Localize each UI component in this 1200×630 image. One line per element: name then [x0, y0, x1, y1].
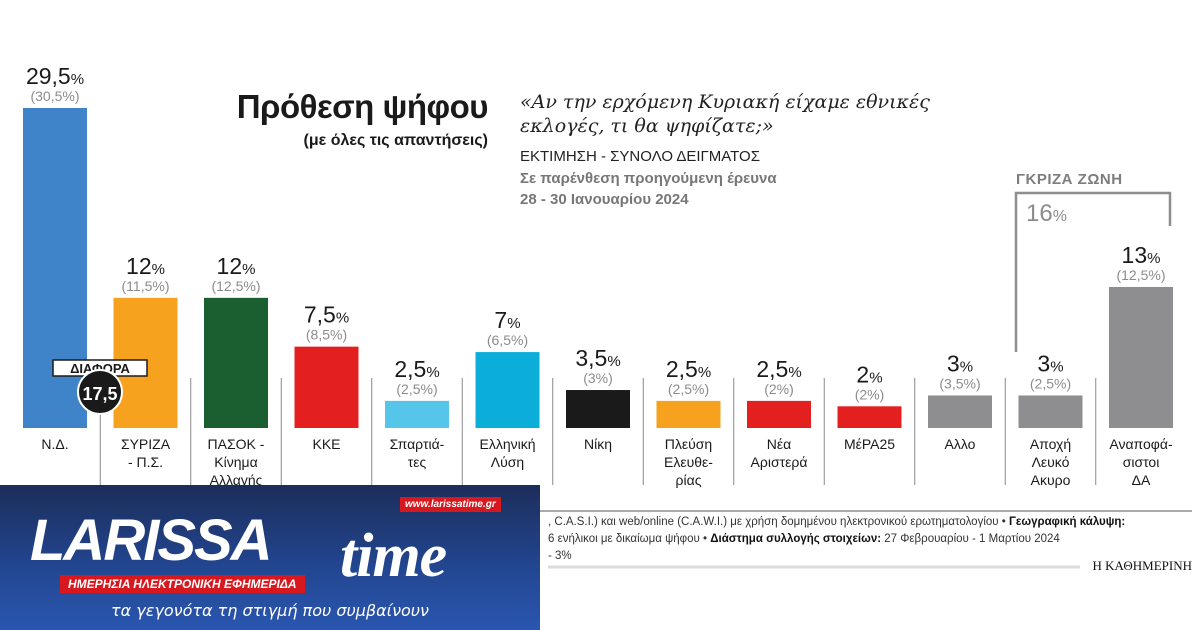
previous-value-label: (2%): [764, 381, 794, 397]
footer-line-2-text: 6 ενήλικοι με δικαίωμα ψήφου •: [548, 533, 711, 545]
previous-value-label: (12,5%): [1116, 267, 1165, 283]
previous-value-label: (8,5%): [306, 327, 347, 343]
previous-value-label: (2%): [855, 386, 885, 402]
category-label: Νίκη: [584, 436, 612, 452]
value-label: 3,5%: [575, 345, 620, 371]
difference-circle: [77, 369, 123, 415]
category-separators: [99, 378, 1097, 485]
previous-value-label: (2,5%): [1030, 375, 1071, 391]
footer-line-1-bold: Γεωγραφική κάλυψη:: [1009, 516, 1126, 528]
larissatime-banner[interactable]: LARISSA time www.larissatime.gr ΗΜΕΡΗΣΙΑ…: [0, 485, 540, 630]
value-label: 2,5%: [756, 356, 801, 382]
methodology-footer: , C.A.S.I.) και web/online (C.A.W.I.) με…: [548, 514, 1192, 565]
bar: [837, 406, 902, 428]
brand-url[interactable]: www.larissatime.gr: [400, 497, 501, 512]
grey-zone-label: ΓΚΡΙΖΑ ΖΩΝΗ: [1016, 171, 1123, 188]
previous-value-label: (2,5%): [668, 381, 709, 397]
bar: [294, 346, 359, 428]
category-label: ΜέΡΑ25: [844, 436, 895, 452]
category-label: ΣΥΡΙΖΑ: [121, 436, 171, 452]
value-label: 13%: [1122, 242, 1161, 268]
previous-value-labels: (30,5%) (11,5%) (12,5%) (8,5%) (2,5%) (6,5%) (…: [30, 88, 1165, 402]
category-labels: Ν.Δ. ΣΥΡΙΖΑ - Π.Σ. ΠΑΣΟΚ - Κίνημα Αλλαγής ΚΚΕ Σ…: [41, 436, 1173, 488]
previous-value-label: (3,5%): [939, 375, 980, 391]
footer-line-2: 6 ενήλικοι με δικαίωμα ψήφου • Διάστημα …: [548, 531, 1192, 548]
previous-survey-dates: 28 - 30 Ιανουαρίου 2024: [520, 191, 689, 208]
bar: [566, 390, 630, 428]
bar: [928, 395, 992, 428]
category-label: - Π.Σ.: [128, 454, 163, 470]
brand-logo-time: time: [340, 522, 447, 590]
bar: [23, 108, 87, 428]
value-label: 2%: [856, 361, 882, 387]
value-label: 7%: [494, 307, 520, 333]
bar: [385, 400, 449, 428]
category-label: τες: [408, 454, 427, 470]
category-label: ΔΑ: [1132, 472, 1151, 488]
previous-survey-note: Σε παρένθεση προηγούμενη έρευνα: [520, 170, 777, 187]
footer-line-3: - 3%: [548, 550, 572, 562]
survey-question: «Αν την ερχόμενη Κυριακή είχαμε εθνικές …: [520, 91, 930, 137]
category-label: Σπαρτιά-: [390, 436, 445, 452]
category-label: ΠΑΣΟΚ -: [208, 436, 265, 452]
category-label: ρίας: [676, 472, 702, 488]
category-label: Αλλο: [945, 436, 976, 452]
footer-line-2-tail: 27 Φεβρουαρίου - 1 Μαρτίου 2024: [881, 533, 1060, 545]
brand-tagline: ΗΜΕΡΗΣΙΑ ΗΛΕΚΤΡΟΝΙΚΗ ΕΦΗΜΕΡΙΔΑ: [60, 575, 305, 593]
bar: [475, 352, 540, 428]
value-label: 7,5%: [304, 302, 349, 328]
footer-line-2-bold: Διάστημα συλλογής στοιχείων:: [710, 533, 882, 545]
category-label: Αριστερά: [751, 454, 808, 470]
grey-zone-percent: %: [1052, 208, 1067, 225]
bar: [1018, 395, 1083, 428]
category-label: σιστοι: [1123, 454, 1160, 470]
bar: [656, 400, 721, 428]
value-label: 2,5%: [666, 356, 711, 382]
grey-zone-bracket: [1014, 191, 1172, 352]
value-label: 3%: [1037, 350, 1063, 376]
value-label: 12%: [126, 253, 165, 279]
difference-label: ΔΙΑΦΟΡΑ: [70, 361, 130, 376]
category-label: Κίνημα: [214, 454, 257, 470]
bar: [204, 297, 268, 428]
value-label: 29,5%: [26, 63, 84, 89]
footer-line-1-text: , C.A.S.I.) και web/online (C.A.W.I.) με…: [548, 516, 1009, 528]
category-label: Ν.Δ.: [41, 436, 68, 452]
value-labels: 29,5% 12% 12% 7,5% 2,5% 7% 3,5% 2,5% 2,5% 2% 3% 3% 1…: [26, 63, 1161, 387]
value-label: 12%: [217, 253, 256, 279]
category-label: Αλλαγής: [210, 472, 263, 488]
difference-badge: ΔΙΑΦΟΡΑ 17,5: [52, 359, 148, 415]
value-label: 2,5%: [394, 356, 439, 382]
brand-logo-larissa: LARISSA: [30, 508, 273, 573]
chart-title: Πρόθεση ψήφου: [236, 88, 489, 125]
category-label: Λευκό: [1032, 454, 1070, 470]
grey-zone-value: 16%: [1026, 200, 1067, 228]
previous-value-label: (3%): [583, 370, 613, 386]
category-label: Ελληνική: [479, 436, 535, 452]
previous-value-label: (30,5%): [30, 88, 79, 104]
category-label: Ελευθε-: [664, 454, 713, 470]
brand-slogan: τα γεγονότα τη στιγμή που συμβαίνουν: [111, 601, 429, 620]
category-label: Αναποφά-: [1109, 436, 1173, 452]
previous-value-label: (2,5%): [396, 381, 437, 397]
category-label: Λύση: [491, 454, 524, 470]
chart-subtitle: (με όλες τις απαντήσεις): [303, 132, 488, 149]
bar: [747, 400, 811, 428]
footer-line-1: , C.A.S.I.) και web/online (C.A.W.I.) με…: [548, 514, 1192, 531]
previous-value-label: (6,5%): [487, 332, 528, 348]
value-label: 3%: [947, 350, 973, 376]
category-label: Αποχή: [1030, 436, 1071, 452]
category-label: ΚΚΕ: [312, 436, 340, 452]
previous-value-label: (12,5%): [211, 278, 260, 294]
source-credit: Η ΚΑΘΗΜΕΡΙΝΗ: [1092, 558, 1193, 573]
category-label: Πλεύση: [665, 436, 712, 452]
grey-zone-number: 16: [1026, 200, 1053, 227]
bar: [1109, 286, 1173, 428]
category-label: Νέα: [767, 436, 791, 452]
estimate-label: ΕΚΤΙΜΗΣΗ - ΣΥΝΟΛΟ ΔΕΙΓΜΑΤΟΣ: [520, 148, 760, 165]
previous-value-label: (11,5%): [122, 278, 170, 294]
category-label: Ακυρο: [1031, 472, 1071, 488]
difference-value: 17,5: [82, 384, 117, 404]
